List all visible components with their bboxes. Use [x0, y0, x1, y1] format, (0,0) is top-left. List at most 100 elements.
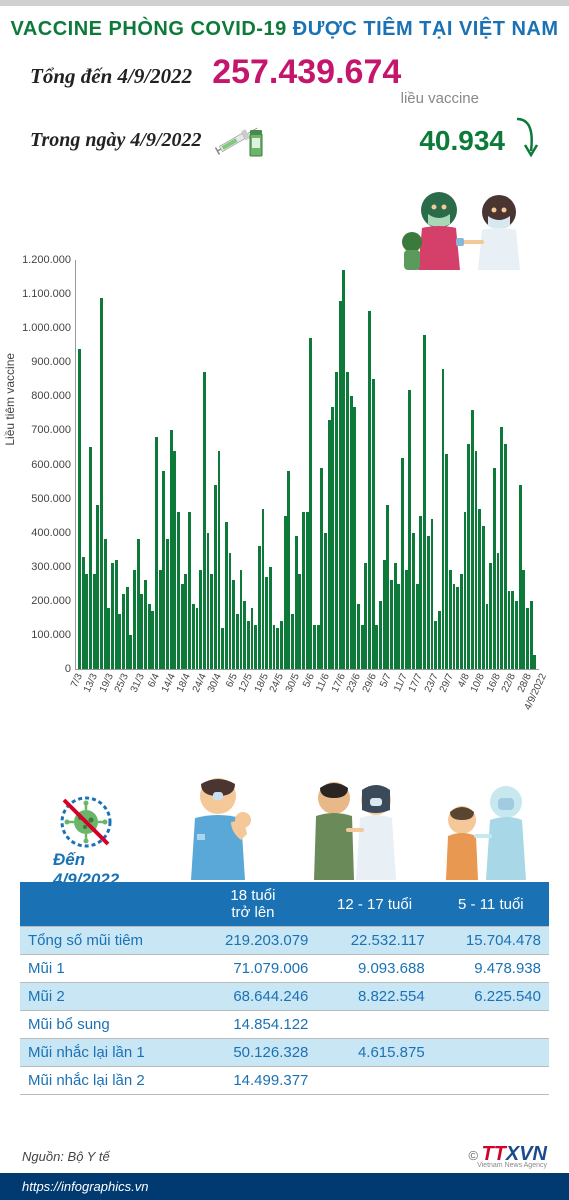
bar — [346, 372, 349, 669]
bar — [471, 410, 474, 669]
table-cell: Mũi nhắc lại lần 1 — [20, 1039, 189, 1067]
table-section: Đến 4/9/2022 — [0, 750, 569, 1095]
x-tick: 29/6 — [361, 672, 379, 694]
bar — [269, 567, 272, 669]
table-cell — [433, 1011, 549, 1039]
x-tick: 18/4 — [175, 672, 193, 694]
bar — [533, 655, 536, 669]
x-tick: 23/6 — [345, 672, 363, 694]
bar — [85, 574, 88, 669]
daily-value: 40.934 — [419, 125, 505, 157]
table-cell: 71.079.006 — [189, 955, 316, 983]
table-row: Mũi nhắc lại lần 214.499.377 — [20, 1067, 549, 1095]
bar — [493, 468, 496, 669]
bar — [368, 311, 371, 669]
bar — [265, 577, 268, 669]
bar — [287, 471, 290, 669]
bar — [423, 335, 426, 669]
y-axis-label: Liều tiêm vaccine — [3, 353, 17, 446]
bar — [408, 390, 411, 669]
table-row: Mũi nhắc lại lần 150.126.3284.615.875 — [20, 1039, 549, 1067]
x-tick: 13/3 — [82, 672, 100, 694]
bar — [214, 485, 217, 669]
url-bar: https://infographics.vn — [0, 1173, 569, 1200]
bar — [207, 533, 210, 669]
bar — [192, 604, 195, 669]
bar — [350, 396, 353, 669]
bar — [438, 611, 441, 669]
bar — [309, 338, 312, 669]
bar — [173, 451, 176, 669]
bar — [489, 563, 492, 669]
bar — [140, 594, 143, 669]
table-row: Tổng số mũi tiêm219.203.07922.532.11715.… — [20, 927, 549, 955]
bar — [431, 519, 434, 669]
x-tick: 30/4 — [206, 672, 224, 694]
bar — [427, 536, 430, 669]
table-cell — [316, 1067, 432, 1095]
bar — [159, 570, 162, 669]
y-tick: 1.200.000 — [21, 254, 71, 266]
bar — [298, 574, 301, 669]
bar — [236, 614, 239, 669]
table-cell: 15.704.478 — [433, 927, 549, 955]
table-date: Đến 4/9/2022 — [53, 850, 119, 890]
daily-stat: Trong ngày 4/9/2022 40.934 — [0, 109, 569, 170]
bar — [335, 372, 338, 669]
table-cell: 9.093.688 — [316, 955, 432, 983]
bar — [522, 570, 525, 669]
bar — [449, 570, 452, 669]
x-tick: 22/8 — [500, 672, 518, 694]
syringe-vial-icon — [210, 116, 270, 165]
bar — [453, 584, 456, 669]
bar — [306, 512, 309, 669]
bar — [530, 601, 533, 669]
bar — [383, 560, 386, 669]
vaccine-table: Độ tuổi tiêm18 tuổitrở lên12 - 17 tuổi5 … — [20, 882, 549, 1095]
child-illustration — [417, 770, 549, 890]
x-tick: 30/5 — [283, 672, 301, 694]
y-tick: 100.000 — [21, 629, 71, 641]
bar — [482, 526, 485, 669]
y-tick: 400.000 — [21, 527, 71, 539]
x-tick: 16/8 — [484, 672, 502, 694]
bar — [240, 570, 243, 669]
bar — [467, 444, 470, 669]
table-cell: 6.225.540 — [433, 983, 549, 1011]
bar — [504, 444, 507, 669]
x-tick: 10/8 — [469, 672, 487, 694]
bar — [456, 587, 459, 669]
bar — [258, 546, 261, 669]
arrow-down-icon — [513, 115, 539, 166]
bar — [317, 625, 320, 669]
bar — [313, 625, 316, 669]
bar — [232, 580, 235, 669]
bar — [93, 574, 96, 669]
bar — [386, 505, 389, 669]
table-cell — [316, 1011, 432, 1039]
table-cell: 8.822.554 — [316, 983, 432, 1011]
bar — [280, 621, 283, 669]
bar — [273, 625, 276, 669]
table-row: Mũi 268.644.2468.822.5546.225.540 — [20, 983, 549, 1011]
x-tick: 29/7 — [438, 672, 456, 694]
bar — [104, 539, 107, 669]
bar — [419, 516, 422, 669]
x-tick: 23/7 — [422, 672, 440, 694]
bar — [364, 563, 367, 669]
bar — [445, 454, 448, 669]
source-text: Nguồn: Bộ Y tế — [22, 1149, 110, 1164]
bar — [357, 604, 360, 669]
bar — [203, 372, 206, 669]
main-title: VACCINE PHÒNG COVID-19 ĐƯỢC TIÊM TẠI VIỆ… — [0, 6, 569, 49]
bar — [416, 584, 419, 669]
bar — [375, 625, 378, 669]
bar — [170, 430, 173, 669]
y-tick: 1.100.000 — [21, 288, 71, 300]
table-cell — [433, 1039, 549, 1067]
adult-illustration — [152, 770, 284, 890]
table-cell: Mũi bổ sung — [20, 1011, 189, 1039]
bar — [82, 557, 85, 669]
bar — [460, 574, 463, 669]
bar — [78, 349, 81, 669]
